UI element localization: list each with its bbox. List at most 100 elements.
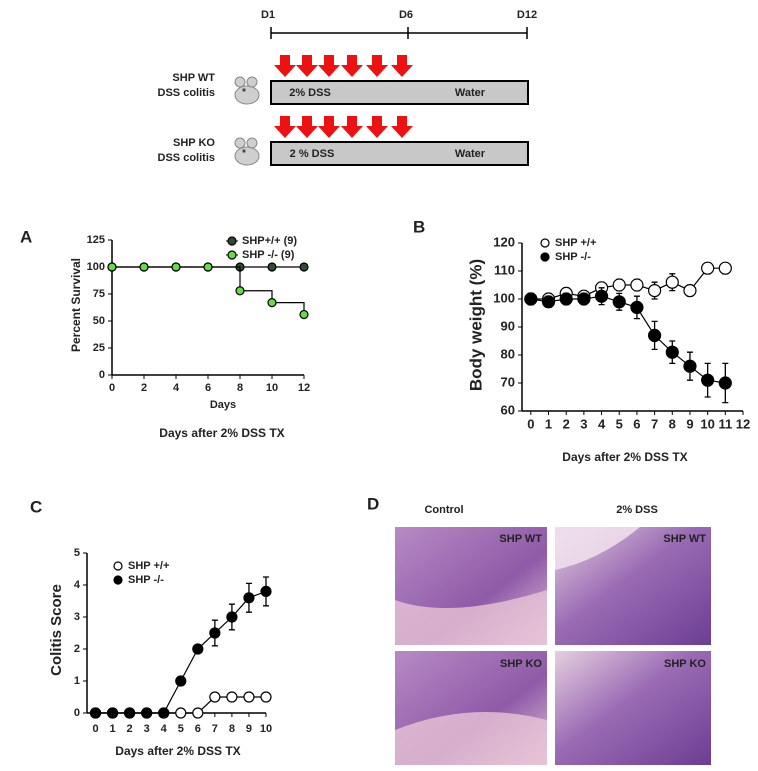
x-tick-label: 6 bbox=[195, 723, 201, 735]
marker bbox=[260, 691, 272, 703]
marker bbox=[171, 262, 181, 272]
x-tick-label: 4 bbox=[173, 382, 180, 394]
marker bbox=[299, 262, 309, 272]
legend-marker bbox=[227, 250, 237, 260]
arrow bbox=[318, 55, 340, 77]
arrow bbox=[366, 55, 388, 77]
marker bbox=[107, 262, 117, 272]
marker bbox=[612, 295, 626, 309]
marker bbox=[559, 292, 573, 306]
marker bbox=[630, 300, 644, 314]
arrow bbox=[274, 55, 296, 77]
marker bbox=[267, 262, 277, 272]
marker bbox=[299, 309, 309, 320]
mouse-icon bbox=[234, 76, 260, 166]
y-tick-label: 2 bbox=[74, 643, 80, 655]
histology: D Control 2% DSS SHP WT SHP WT SHP KO SH… bbox=[367, 494, 711, 765]
x-tick-label: 8 bbox=[237, 382, 243, 394]
legend-marker bbox=[113, 561, 123, 571]
x-tick-label: 0 bbox=[92, 723, 98, 735]
arrow bbox=[296, 116, 318, 138]
y-tick-label: 120 bbox=[493, 234, 515, 249]
marker bbox=[175, 707, 187, 719]
x-tick-label: 7 bbox=[651, 416, 658, 431]
dss-arrows bbox=[274, 55, 413, 138]
x-tick-label: 8 bbox=[669, 416, 676, 431]
y-tick-label: 3 bbox=[74, 611, 80, 623]
legend-marker bbox=[540, 252, 550, 262]
marker bbox=[226, 611, 238, 623]
y-tick-label: 4 bbox=[74, 579, 81, 591]
legend-label: SHP+/+ (9) bbox=[242, 235, 297, 247]
marker bbox=[612, 278, 626, 292]
legend-marker bbox=[227, 236, 237, 246]
group-name: SHP KO bbox=[173, 137, 215, 149]
y-tick-label: 60 bbox=[501, 402, 515, 417]
marker bbox=[235, 286, 245, 296]
y-tick-label: 1 bbox=[74, 675, 80, 687]
y-tick-label: 100 bbox=[493, 290, 515, 305]
cell-label: SHP KO bbox=[664, 658, 706, 670]
x-tick-label: 10 bbox=[266, 382, 278, 394]
micrograph bbox=[555, 651, 711, 765]
marker bbox=[192, 643, 204, 655]
timeline-label: D12 bbox=[517, 9, 537, 21]
marker bbox=[226, 691, 238, 703]
marker bbox=[665, 345, 679, 359]
legend-label: SHP +/+ bbox=[128, 560, 169, 572]
marker bbox=[718, 376, 732, 390]
y-tick-label: 90 bbox=[501, 318, 515, 333]
series-line bbox=[112, 266, 305, 315]
y-tick-label: 80 bbox=[501, 346, 515, 361]
marker bbox=[175, 675, 187, 687]
water-label: Water bbox=[455, 148, 486, 160]
marker bbox=[106, 707, 119, 719]
x-tick-label: 3 bbox=[580, 416, 587, 431]
legend-marker bbox=[540, 238, 550, 248]
y-axis-label: Colitis Score bbox=[48, 584, 65, 676]
marker bbox=[209, 691, 221, 703]
x-tick-label: 9 bbox=[686, 416, 693, 431]
arrow bbox=[391, 55, 413, 77]
arrow bbox=[318, 116, 340, 138]
group-model: DSS colitis bbox=[158, 152, 215, 164]
marker bbox=[683, 284, 697, 298]
x-tick-label: 8 bbox=[229, 723, 235, 735]
treatment-bar bbox=[270, 141, 529, 166]
x-tick-label: 1 bbox=[545, 416, 552, 431]
y-tick-label: 5 bbox=[74, 547, 80, 559]
cell-label: SHP WT bbox=[663, 533, 706, 545]
treatment-label: 2 % DSS bbox=[290, 148, 335, 160]
y-tick-label: 110 bbox=[494, 262, 515, 277]
arrow bbox=[341, 55, 363, 77]
x-tick-label: 0 bbox=[527, 416, 534, 431]
marker bbox=[89, 707, 102, 719]
tissue bbox=[555, 527, 640, 570]
y-tick-label: 0 bbox=[99, 369, 105, 381]
marker bbox=[718, 261, 732, 275]
x-tick-label: 12 bbox=[736, 416, 750, 431]
x-axis-caption: Days after 2% DSS TX bbox=[562, 450, 687, 464]
x-tick-label: 7 bbox=[212, 723, 218, 735]
x-tick-label: 0 bbox=[109, 382, 115, 394]
column-label: Control bbox=[424, 504, 463, 516]
schema: D1 D6 D12 SHP WT DSS colitis 2% DSS Wate… bbox=[158, 9, 537, 166]
y-tick-label: 70 bbox=[501, 374, 515, 389]
legend-marker bbox=[113, 575, 123, 585]
timeline-label: D6 bbox=[399, 9, 413, 21]
group-model: DSS colitis bbox=[158, 87, 215, 99]
marker bbox=[124, 707, 136, 719]
marker bbox=[141, 707, 153, 719]
tissue bbox=[395, 712, 547, 765]
marker bbox=[192, 707, 204, 719]
legend-label: SHP -/- bbox=[555, 251, 591, 263]
cell-label: SHP WT bbox=[499, 533, 542, 545]
x-tick-label: 10 bbox=[700, 416, 714, 431]
marker bbox=[260, 585, 272, 598]
x-tick-label: 1 bbox=[110, 723, 116, 735]
marker bbox=[630, 278, 644, 292]
marker bbox=[665, 275, 679, 289]
arrow bbox=[341, 116, 363, 138]
treatment-label: 2% DSS bbox=[289, 87, 331, 99]
x-tick-label: 2 bbox=[141, 382, 147, 394]
